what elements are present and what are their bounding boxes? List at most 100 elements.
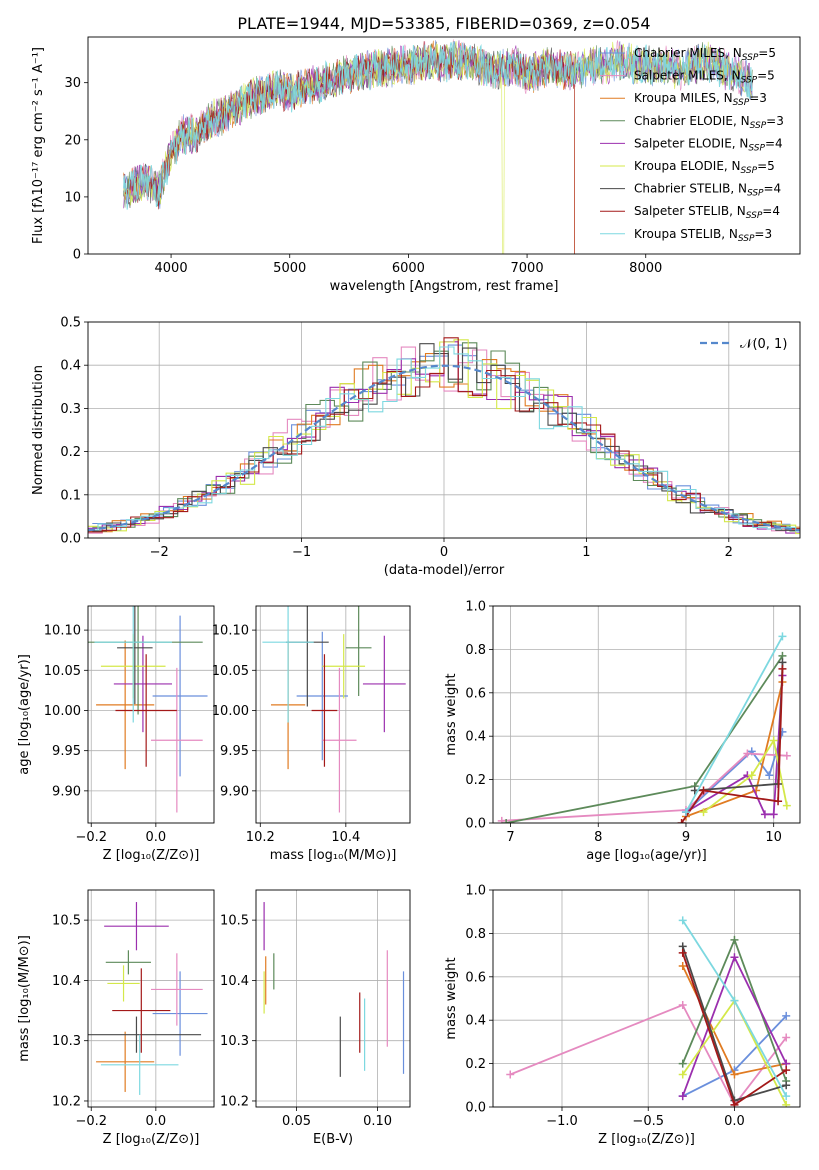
- weight-line-7: [680, 668, 784, 823]
- panel-residuals: −2 −1 0 1 2 0.0 0.1 0.2 0.3 0.4 0.5 (data-model)/er…: [31, 316, 801, 578]
- weight-marker: [730, 935, 739, 944]
- y-tick-label: 10.4: [220, 974, 249, 989]
- x-tick-label: 2: [725, 545, 733, 560]
- axes-frame: [255, 605, 411, 824]
- y-tick-label: 0.4: [465, 730, 486, 745]
- y-tick-label: 10.2: [52, 1094, 81, 1109]
- weight-line-1: [509, 1003, 787, 1107]
- axes-frame: [87, 889, 215, 1108]
- legend-entry: 𝒩(0, 1): [740, 337, 787, 352]
- x-tick-label: 9: [682, 830, 690, 845]
- y-tick-label: 10.10: [212, 624, 249, 639]
- legend-entry: Kroupa STELIB, NSSP=3: [634, 227, 772, 244]
- legend: Chabrier MILES, NSSP=5 Salpeter MILES, NS…: [600, 46, 784, 244]
- y-tick-label: 0.4: [465, 1014, 486, 1029]
- x-tick-label: −2: [150, 545, 169, 560]
- histogram-series-8: [88, 346, 800, 532]
- weight-marker: [782, 1011, 791, 1020]
- legend-entry: Salpeter MILES, NSSP=5: [634, 69, 775, 86]
- weight-marker: [730, 1070, 739, 1079]
- x-axis-label: Z [log₁₀(Z/Z⊙)]: [103, 1132, 200, 1147]
- weight-marker: [743, 749, 752, 758]
- weight-marker: [765, 771, 774, 780]
- legend-entry: Chabrier STELIB, NSSP=4: [634, 182, 781, 199]
- histogram-series-0: [92, 344, 800, 531]
- histogram-series-6: [92, 343, 800, 532]
- weight-marker: [782, 1100, 791, 1107]
- y-tick-label: 10.10: [44, 624, 81, 639]
- y-tick-label: 10.5: [220, 914, 249, 929]
- x-tick-label: 10: [765, 830, 782, 845]
- weight-line-8: [685, 635, 784, 813]
- weight-marker: [782, 1081, 791, 1090]
- x-axis-label: (data-model)/error: [384, 563, 505, 578]
- weight-marker: [778, 632, 787, 641]
- y-axis-label: mass weight: [444, 957, 459, 1039]
- weight-marker: [760, 810, 769, 819]
- x-tick-label: 7000: [511, 261, 544, 276]
- y-tick-label: 0.0: [465, 817, 486, 832]
- weight-marker: [677, 819, 686, 823]
- weight-marker: [681, 808, 690, 817]
- weight-marker: [678, 1070, 687, 1079]
- weight-marker: [774, 797, 783, 806]
- y-tick-label: 10.00: [44, 704, 81, 719]
- weight-line-1: [501, 752, 787, 822]
- legend-entry: Kroupa ELODIE, NSSP=5: [634, 159, 775, 176]
- y-tick-label: 0.4: [60, 359, 81, 374]
- weight-marker: [678, 916, 687, 925]
- weight-marker: [730, 953, 739, 962]
- y-axis-label: Normed distribution: [31, 365, 46, 495]
- y-tick-label: 0.2: [465, 773, 486, 788]
- x-tick-label: −1.0: [546, 1114, 578, 1129]
- x-tick-label: 10.4: [331, 830, 360, 845]
- legend-entry: Chabrier MILES, NSSP=5: [634, 46, 776, 63]
- y-tick-label: 0.2: [465, 1057, 486, 1072]
- weight-marker: [782, 751, 791, 760]
- weight-marker: [502, 819, 511, 823]
- y-tick-label: 9.90: [220, 784, 249, 799]
- y-tick-label: 10.3: [52, 1034, 81, 1049]
- panel-mass_vs_Z: −0.2 0.0 10.2 10.3 10.4 10.5 Z [log₁₀(Z/Z⊙)] ma…: [17, 889, 215, 1147]
- plot-area: [88, 337, 800, 535]
- y-tick-label: 10.00: [212, 704, 249, 719]
- x-tick-label: 0.0: [724, 1114, 745, 1129]
- y-tick-label: 30: [64, 76, 81, 91]
- panel-massweight_vs_age: 7 8 9 10 0.0 0.2 0.4 0.6 0.8 1.0 age [log₁₀(age/yr…: [444, 600, 801, 863]
- weight-marker: [782, 801, 791, 810]
- y-tick-label: 10.3: [220, 1034, 249, 1049]
- normal-curve: [88, 364, 800, 532]
- plot-area: [262, 606, 406, 813]
- axes-frame: [87, 605, 215, 824]
- weight-line-3: [506, 655, 784, 823]
- axes-frame: [492, 605, 801, 824]
- x-tick-label: 0.10: [363, 1114, 392, 1129]
- axes-frame: [492, 889, 801, 1108]
- y-tick-label: 10.05: [44, 664, 81, 679]
- plot-area: [497, 632, 791, 823]
- plot-area: [263, 902, 405, 1077]
- x-tick-label: 0.0: [146, 1114, 167, 1129]
- y-tick-label: 0.8: [465, 927, 486, 942]
- x-axis-label: age [log₁₀(age/yr)]: [586, 848, 707, 863]
- weight-marker: [769, 736, 778, 745]
- weight-marker: [699, 786, 708, 795]
- y-tick-label: 0: [73, 248, 81, 263]
- histogram-series-1: [88, 346, 800, 534]
- y-tick-label: 9.95: [52, 744, 81, 759]
- weight-marker: [782, 1092, 791, 1101]
- y-tick-label: 0.6: [465, 970, 486, 985]
- legend-entry: Chabrier ELODIE, NSSP=3: [634, 114, 784, 131]
- y-tick-label: 10.05: [212, 664, 249, 679]
- x-tick-label: 6000: [392, 261, 425, 276]
- panel-age_vs_Z: −0.2 0.0 9.90 9.95 10.00 10.05 10.10 Z [log₁₀(Z…: [17, 605, 215, 863]
- y-tick-label: 10.2: [220, 1094, 249, 1109]
- weight-marker: [497, 816, 506, 823]
- y-tick-label: 9.95: [220, 744, 249, 759]
- y-tick-label: 20: [64, 133, 81, 148]
- x-axis-label: Z [log₁₀(Z/Z⊙)]: [103, 848, 200, 863]
- panel-spectrum: 4000 5000 6000 7000 8000 0 10 20 30 wavelength [A…: [31, 36, 801, 294]
- x-axis-label: Z [log₁₀(Z/Z⊙)]: [598, 1132, 695, 1147]
- x-axis-label: E(B-V): [313, 1132, 353, 1147]
